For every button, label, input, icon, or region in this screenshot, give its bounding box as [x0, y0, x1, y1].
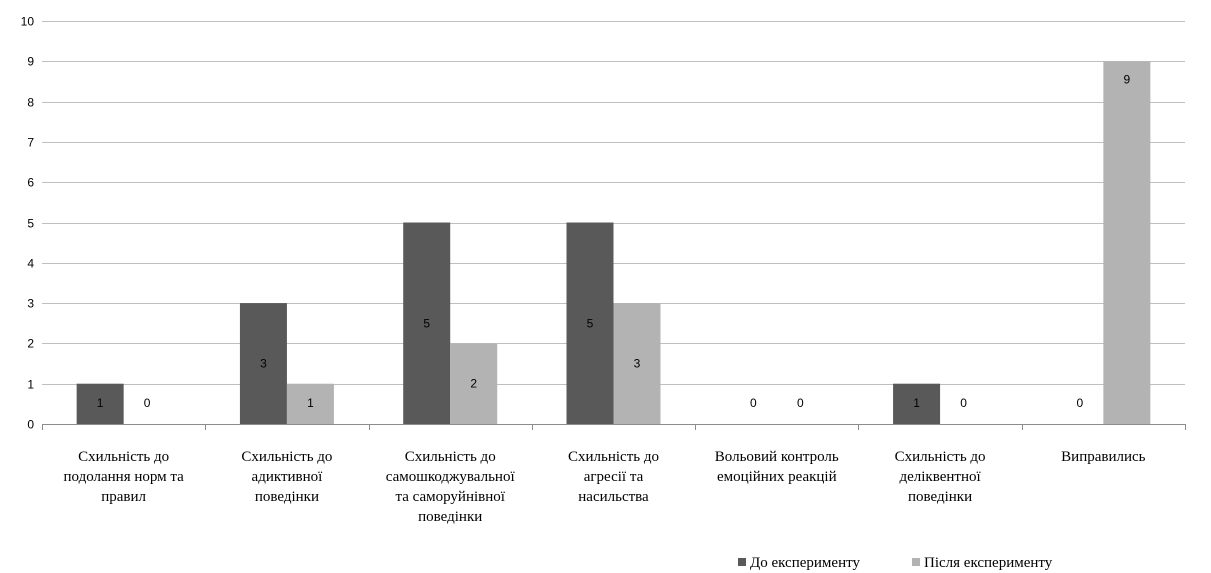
bar: [1103, 61, 1151, 425]
legend-label: До експерименту: [750, 555, 860, 571]
legend-label: Після експерименту: [924, 555, 1053, 571]
category-label: поведінки: [255, 489, 319, 505]
category-label: правил: [101, 489, 146, 505]
bar: [893, 383, 941, 424]
category-label: Схильність до: [78, 449, 169, 465]
y-tick-label: 3: [27, 297, 34, 311]
bar: [613, 303, 661, 424]
category-label: Виправились: [1061, 449, 1145, 465]
category-label: деліквентної: [899, 469, 981, 485]
y-tick-label: 7: [27, 136, 34, 150]
category-label: емоційних реакцій: [717, 469, 837, 485]
data-label: 1: [307, 396, 314, 410]
data-label: 1: [97, 396, 104, 410]
data-label: 0: [797, 396, 804, 410]
bar: [76, 383, 124, 424]
category-label: Схильність до: [568, 449, 659, 465]
category-label: поведінки: [908, 489, 972, 505]
bar: [403, 222, 451, 424]
category-label: поведінки: [418, 509, 482, 525]
y-tick-label: 5: [27, 217, 34, 231]
category-label: адиктивної: [252, 469, 324, 485]
category-label: Вольовий контроль: [715, 449, 839, 465]
y-tick-label: 6: [27, 176, 34, 190]
category-label: Схильність до: [405, 449, 496, 465]
y-tick-label: 8: [27, 96, 34, 110]
data-label: 3: [260, 357, 267, 371]
category-label: насильства: [578, 489, 649, 505]
bar: [239, 303, 287, 424]
data-label: 2: [470, 377, 477, 391]
x-axis: [42, 424, 1186, 430]
legend-swatch: [912, 558, 920, 566]
y-tick-label: 0: [27, 418, 34, 432]
category-label: Схильність до: [241, 449, 332, 465]
data-label: 0: [960, 396, 967, 410]
data-label: 5: [423, 316, 430, 330]
data-label: 0: [144, 396, 151, 410]
y-axis-tick-labels: 0 1 2 3 4 5 6 7 8 9 10: [21, 15, 35, 432]
y-tick-label: 9: [27, 55, 34, 69]
bar: [450, 343, 498, 424]
category-label: Схильність до: [895, 449, 986, 465]
category-label: агресії та: [584, 469, 644, 485]
data-labels: 1 3 5 5 0 1 0 0 1 2 3 0 0 9: [97, 72, 1131, 410]
data-label: 3: [634, 357, 641, 371]
legend: До експерименту Після експерименту: [738, 555, 1053, 571]
data-label: 1: [913, 396, 920, 410]
data-label: 0: [1077, 396, 1084, 410]
category-labels: Схильність до подолання норм та правил Схил…: [63, 449, 1145, 525]
y-tick-label: 1: [27, 378, 34, 392]
category-label: подолання норм та: [63, 469, 184, 485]
legend-swatch: [738, 558, 746, 566]
bars: [76, 61, 1151, 425]
y-tick-label: 10: [21, 15, 35, 29]
category-label: самошкоджувальної: [386, 469, 516, 485]
data-label: 9: [1124, 72, 1131, 86]
category-label: та саморуйнівної: [395, 489, 505, 505]
y-tick-label: 2: [27, 337, 34, 351]
y-tick-label: 4: [27, 257, 34, 271]
data-label: 0: [750, 396, 757, 410]
bar: [286, 383, 334, 424]
data-label: 5: [587, 316, 594, 330]
bar: [566, 222, 614, 424]
